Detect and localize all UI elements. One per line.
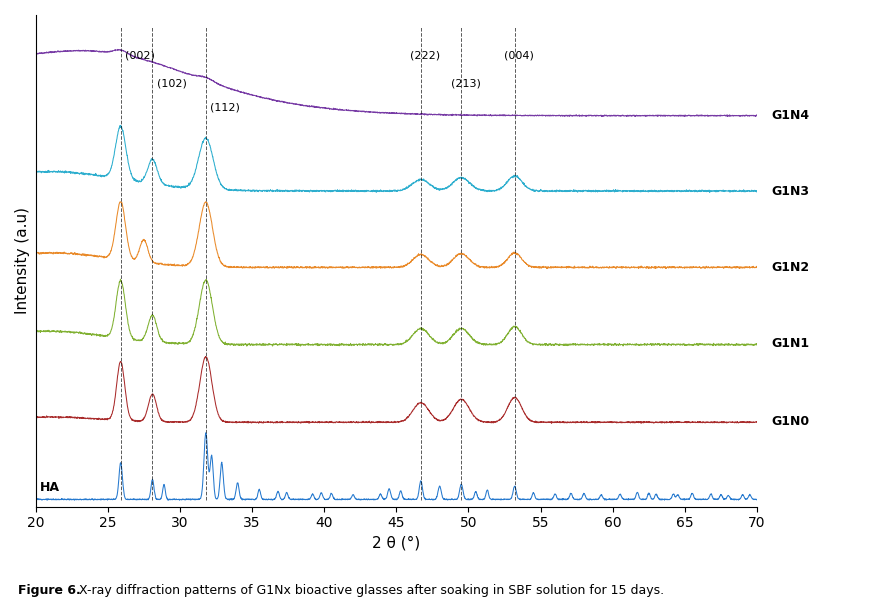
Text: (112): (112) [210, 103, 240, 113]
Text: G1N3: G1N3 [772, 184, 810, 197]
Text: G1N4: G1N4 [772, 109, 810, 122]
Text: X-ray diffraction patterns of G1Nx bioactive glasses after soaking in SBF soluti: X-ray diffraction patterns of G1Nx bioac… [75, 584, 664, 597]
Text: (102): (102) [157, 79, 187, 89]
X-axis label: 2 θ (°): 2 θ (°) [372, 536, 421, 551]
Text: (002): (002) [125, 50, 155, 60]
Text: (222): (222) [410, 50, 440, 60]
Text: G1N1: G1N1 [772, 338, 810, 351]
Text: (004): (004) [504, 50, 534, 60]
Text: HA: HA [40, 482, 60, 494]
Y-axis label: Intensity (a.u): Intensity (a.u) [15, 207, 30, 314]
Text: G1N2: G1N2 [772, 261, 810, 274]
Text: Figure 6.: Figure 6. [18, 584, 81, 597]
Text: (213): (213) [451, 79, 480, 89]
Text: G1N0: G1N0 [772, 416, 810, 429]
